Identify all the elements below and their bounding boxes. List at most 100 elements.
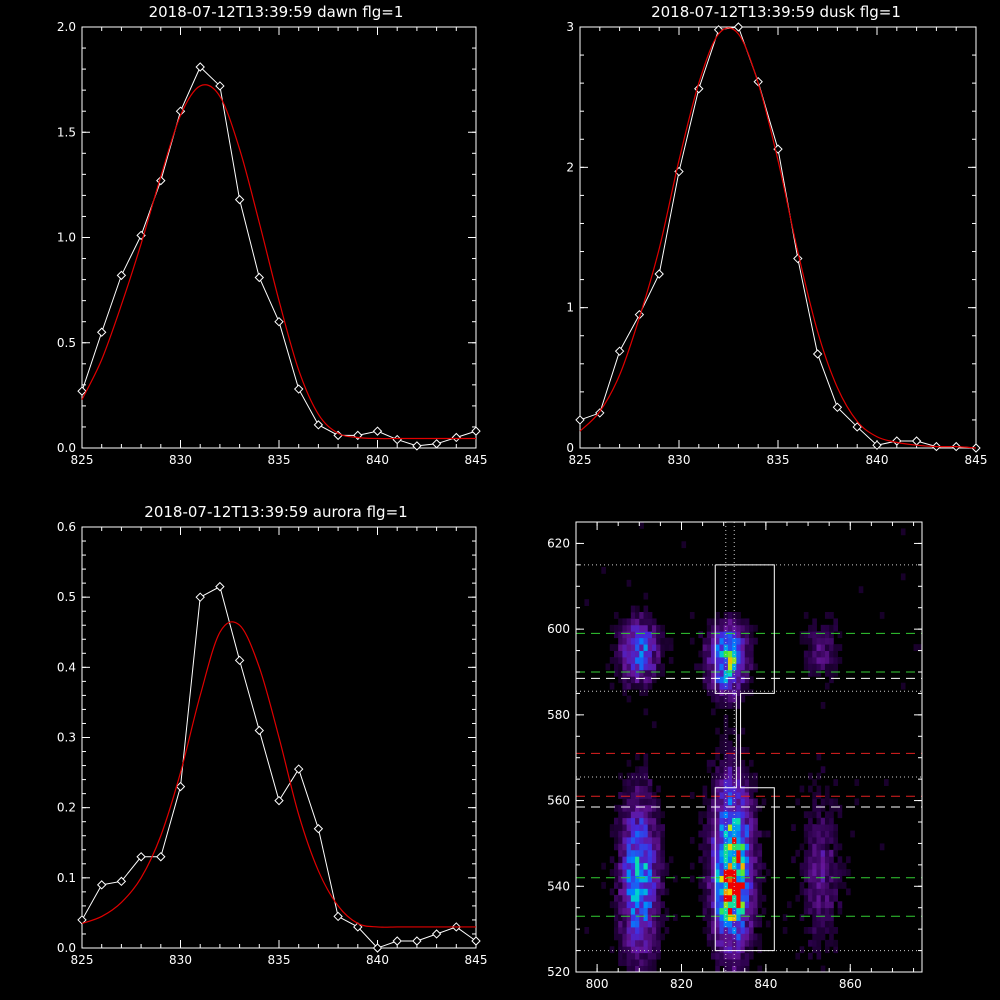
heatmap-cell [711, 849, 716, 857]
heatmap-cell [749, 939, 754, 947]
heatmap-cell [651, 914, 657, 921]
heatmap-cell [723, 618, 729, 626]
heatmap-cell [651, 792, 657, 799]
heatmap-cell [723, 952, 729, 960]
heatmap-cell [626, 772, 632, 780]
heatmap-cell [786, 901, 792, 909]
heatmap-cell [635, 901, 640, 909]
heatmap-cell [622, 830, 628, 838]
heatmap-cell [727, 695, 733, 703]
heatmap-cell [736, 882, 741, 889]
heatmap-cell [643, 618, 649, 626]
heatmap-cell [749, 804, 754, 812]
heatmap-cell [723, 939, 729, 947]
heatmap-cell [668, 657, 674, 664]
heatmap-cell [639, 901, 644, 909]
heatmap-cell [626, 914, 632, 921]
heatmap-cell [917, 644, 923, 651]
heatmap-cell [664, 927, 670, 934]
heatmap-cell [808, 856, 813, 864]
heatmap-cell [630, 669, 636, 677]
heatmap-cell [824, 907, 830, 915]
heatmap-cell [808, 637, 813, 645]
heatmap-cell [643, 612, 649, 619]
heatmap-cell [660, 624, 666, 632]
heatmap-cell [622, 689, 628, 696]
heatmap-cell [618, 875, 623, 883]
heatmap-cell [639, 939, 644, 947]
heatmap-cell [740, 618, 746, 626]
heatmap-cell [824, 624, 830, 632]
heatmap-cell [744, 933, 750, 941]
heatmap-cell [812, 650, 817, 658]
dawn-data-point [96, 327, 107, 337]
heatmap-cell [816, 933, 822, 941]
heatmap-cell [744, 766, 750, 774]
heatmap-cell [643, 631, 649, 639]
heatmap-cell [660, 824, 666, 831]
heatmap-cell [664, 907, 670, 915]
heatmap-cell [824, 637, 830, 645]
heatmap-cell [647, 785, 653, 793]
heatmap-cell [698, 830, 703, 838]
heatmap-cell [715, 837, 720, 844]
heatmap-cell [622, 644, 628, 651]
heatmap-cell [824, 927, 830, 934]
aurora-xtick-label: 840 [366, 953, 389, 967]
heatmap-cell [744, 624, 750, 632]
heatmap-cell [753, 907, 758, 915]
heatmap-cell [651, 650, 657, 658]
heatmap-cell [622, 631, 628, 639]
heatmap-cell [854, 798, 860, 806]
heatmap-cell [727, 689, 733, 696]
heatmap-cell [643, 753, 649, 761]
heatmap-cell [753, 901, 758, 909]
heatmap-cell [816, 843, 822, 851]
heatmap-cell [622, 650, 628, 658]
heatmap-cell [799, 888, 805, 896]
heatmap-cell [715, 952, 720, 960]
heatmap-cell [816, 663, 822, 671]
heatmap-cell [639, 882, 644, 889]
heatmap-cell [727, 920, 733, 928]
heatmap-cell [711, 856, 716, 864]
heatmap-cell [824, 914, 830, 921]
heatmap-cell [757, 849, 763, 857]
heatmap-cell [622, 952, 628, 960]
heatmap-cell [829, 901, 834, 909]
heatmap-cell [622, 849, 628, 857]
heatmap-cell [833, 837, 839, 844]
heatmap-cell [719, 894, 725, 902]
heatmap-cell [829, 624, 834, 632]
heatmap-cell [727, 907, 733, 915]
heatmap-cell [820, 901, 826, 909]
heatmap-cell [736, 837, 741, 844]
heatmap-cell [820, 843, 826, 851]
heatmap-cell [639, 772, 644, 780]
heatmap-cell [622, 624, 628, 632]
dusk-data-point [733, 22, 744, 32]
heatmap-cell [833, 843, 839, 851]
heatmap-cell [647, 843, 653, 851]
heatmap-cell [605, 663, 611, 671]
heatmap-cell [626, 624, 632, 632]
heatmap-cell [727, 650, 733, 658]
heatmap-cell [816, 811, 822, 819]
heatmap-cell [744, 837, 750, 844]
heatmap-cell [753, 779, 758, 786]
heatmap-ytick-label: 540 [547, 879, 570, 893]
heatmap-cell [740, 637, 746, 645]
heatmap-cell [643, 965, 649, 973]
dawn-data-point [293, 384, 304, 394]
heatmap-cell [820, 933, 826, 941]
heatmap-cell [837, 875, 843, 883]
heatmap-cell [689, 875, 695, 883]
heatmap-cell [812, 927, 817, 934]
heatmap-cell [651, 862, 657, 870]
heatmap-cell [630, 624, 636, 632]
heatmap-cell [711, 792, 716, 799]
heatmap-cell [715, 779, 720, 786]
heatmap-cell [622, 894, 628, 902]
heatmap-cell [706, 624, 712, 632]
